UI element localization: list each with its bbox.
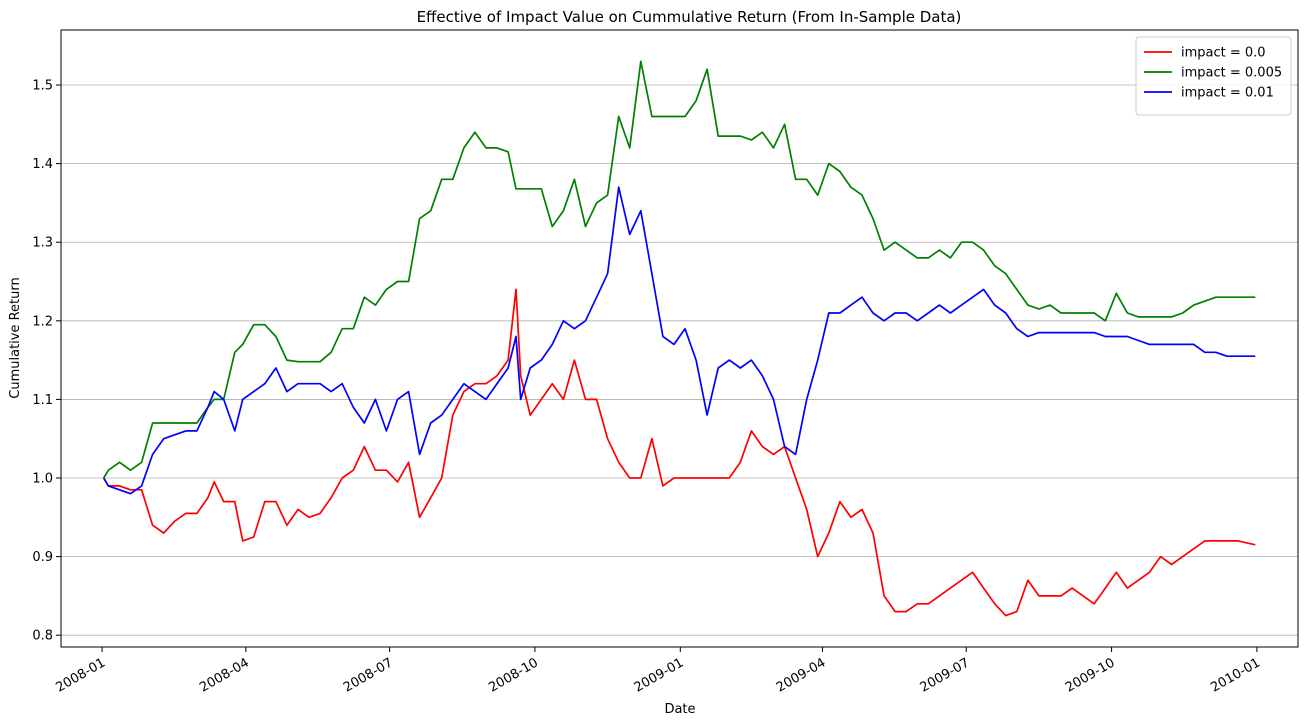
series-line-2 xyxy=(102,186,1256,495)
series-layer xyxy=(102,60,1256,617)
y-tick-label: 0.8 xyxy=(32,629,53,644)
y-tick-label: 1.1 xyxy=(32,393,53,408)
y-tick-label: 1.4 xyxy=(32,157,53,172)
y-tick-label: 0.9 xyxy=(32,550,53,565)
y-tick-label: 1.2 xyxy=(32,314,53,329)
chart-title: Effective of Impact Value on Cummulative… xyxy=(417,8,962,26)
x-tick-label: 2009-10 xyxy=(1063,655,1118,695)
legend-entry: impact = 0.005 xyxy=(1181,66,1282,81)
plot-area-frame xyxy=(60,29,1299,648)
series-line-0 xyxy=(102,288,1256,617)
gridlines xyxy=(61,84,1298,636)
series-line-1 xyxy=(102,60,1256,479)
x-tick-label: 2010-01 xyxy=(1208,655,1263,695)
y-tick-label: 1.3 xyxy=(32,236,53,251)
legend-entry: impact = 0.0 xyxy=(1181,46,1266,61)
x-tick-label: 2008-10 xyxy=(486,655,541,695)
y-axis: 0.8 0.9 1.0 1.1 1.2 1.3 1.4 1.5 xyxy=(32,79,61,644)
y-tick-label: 1.5 xyxy=(32,79,53,94)
x-axis-label: Date xyxy=(664,702,695,717)
legend: impact = 0.0 impact = 0.005 impact = 0.01 xyxy=(1135,36,1292,116)
y-tick-label: 1.0 xyxy=(32,472,53,487)
x-tick-label: 2008-07 xyxy=(341,655,396,695)
x-tick-label: 2008-04 xyxy=(197,655,252,695)
x-tick-label: 2008-01 xyxy=(54,655,109,695)
x-tick-label: 2009-01 xyxy=(632,655,687,695)
y-axis-label: Cumulative Return xyxy=(8,277,23,398)
x-tick-label: 2009-04 xyxy=(774,655,829,695)
x-tick-label: 2009-07 xyxy=(918,655,973,695)
x-axis: 2008-01 2008-04 2008-07 2008-10 2009-01 2009-… xyxy=(54,647,1263,696)
legend-box xyxy=(1135,36,1292,116)
legend-entry: impact = 0.01 xyxy=(1181,86,1274,101)
